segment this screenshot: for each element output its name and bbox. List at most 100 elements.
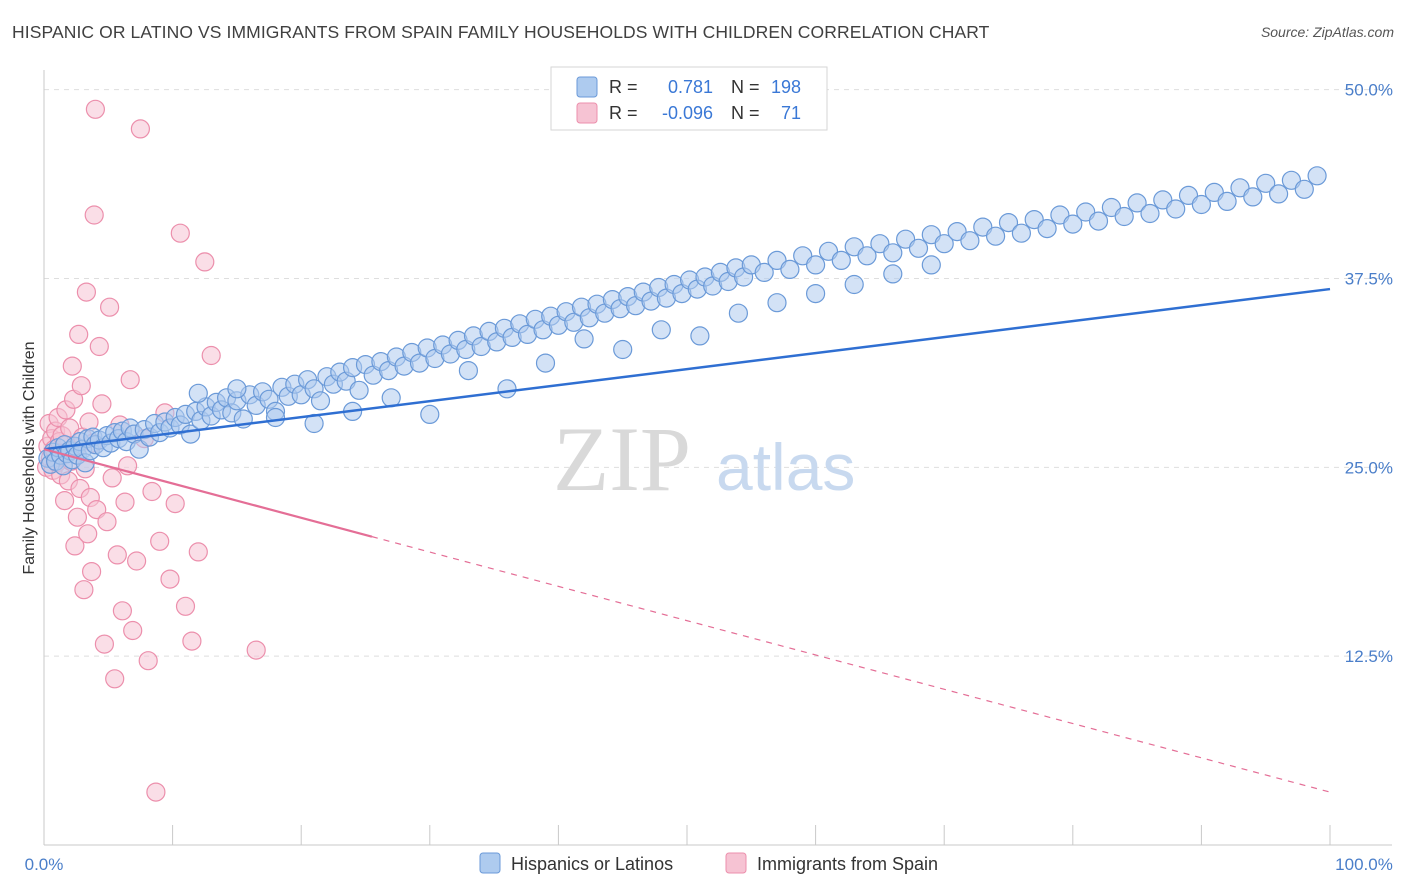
hispanics-point-180 bbox=[805, 284, 826, 304]
spain-point-69 bbox=[201, 345, 221, 366]
y-axis-title: Family Households with Children bbox=[21, 342, 38, 575]
hispanics-point-165 bbox=[227, 379, 247, 399]
spain-point-43 bbox=[97, 512, 117, 532]
hispanics-point-142 bbox=[1037, 219, 1057, 239]
hispanics-point-152 bbox=[1166, 199, 1186, 219]
hispanics-point-124 bbox=[805, 255, 826, 275]
spain-point-37 bbox=[84, 205, 104, 225]
hispanics-point-175 bbox=[613, 339, 633, 360]
spain-point-41 bbox=[92, 394, 112, 414]
trend-line-spain-dashed bbox=[371, 536, 1331, 793]
hispanics-point-163 bbox=[1307, 166, 1327, 186]
spain-point-66 bbox=[182, 631, 202, 651]
legend-swatch-blue bbox=[576, 76, 598, 98]
hispanics-point-162 bbox=[1294, 179, 1314, 199]
legend-n-label-2: N = bbox=[731, 103, 760, 123]
trend-lines bbox=[43, 287, 1331, 793]
spain-point-62 bbox=[160, 569, 180, 589]
hispanics-point-139 bbox=[998, 213, 1019, 233]
spain-point-38 bbox=[85, 99, 106, 119]
hispanics-point-122 bbox=[780, 259, 800, 279]
y-tick-label-3: 50.0% bbox=[1345, 81, 1393, 100]
spain-point-64 bbox=[170, 223, 190, 243]
hispanics-point-136 bbox=[960, 231, 980, 251]
spain-point-44 bbox=[99, 297, 120, 317]
y-tick-labels: 12.5% 25.0% 37.5% 50.0% bbox=[1345, 81, 1393, 667]
spain-point-29 bbox=[74, 580, 94, 600]
hispanics-point-132 bbox=[908, 238, 929, 258]
spain-point-58 bbox=[142, 481, 162, 502]
spain-point-42 bbox=[94, 634, 115, 654]
spain-point-60 bbox=[150, 531, 170, 551]
spain-point-59 bbox=[146, 782, 166, 802]
hispanics-point-158 bbox=[1243, 187, 1263, 207]
spain-point-53 bbox=[123, 620, 143, 641]
trend-line-hispanics bbox=[43, 287, 1331, 451]
y-tick-label-0: 12.5% bbox=[1345, 647, 1393, 666]
spain-point-14 bbox=[54, 491, 75, 511]
hispanics-point-173 bbox=[535, 353, 556, 373]
trend-line-spain-solid bbox=[43, 448, 373, 538]
spain-point-25 bbox=[69, 324, 89, 344]
hispanics-point-134 bbox=[934, 234, 954, 254]
source-label: Source: ZipAtlas.com bbox=[1260, 24, 1394, 40]
hispanics-point-160 bbox=[1268, 184, 1289, 204]
spain-point-47 bbox=[107, 545, 127, 565]
legend-n-value-2: 71 bbox=[781, 103, 801, 123]
hispanics-point-128 bbox=[857, 246, 877, 266]
correlation-legend: R = 0.781 N = 198 R = -0.096 N = 71 bbox=[550, 66, 828, 131]
hispanics-point-159 bbox=[1256, 173, 1276, 193]
hispanics-point-166 bbox=[265, 407, 286, 428]
legend-r-label-1: R = bbox=[609, 77, 638, 97]
watermark-atlas: atlas bbox=[716, 430, 855, 504]
spain-point-68 bbox=[195, 252, 215, 272]
hispanics-point-156 bbox=[1217, 191, 1237, 211]
hispanics-point-140 bbox=[1011, 223, 1032, 243]
hispanics-point-177 bbox=[690, 326, 710, 346]
bottom-legend-swatch-pink bbox=[725, 852, 747, 874]
series-immigrants-from-spain bbox=[36, 99, 266, 802]
hispanics-point-148 bbox=[1114, 206, 1134, 227]
series-hispanics-or-latinos bbox=[38, 166, 1327, 476]
x-tick-label-0: 0.0% bbox=[25, 855, 64, 874]
x-tick-label-100: 100.0% bbox=[1335, 855, 1393, 874]
spain-point-32 bbox=[78, 524, 98, 544]
hispanics-point-183 bbox=[921, 255, 941, 275]
spain-point-31 bbox=[76, 282, 97, 302]
hispanics-point-171 bbox=[458, 361, 478, 381]
hispanics-point-174 bbox=[574, 329, 594, 349]
hispanics-point-182 bbox=[883, 264, 903, 284]
hispanics-point-154 bbox=[1191, 194, 1212, 215]
spain-point-67 bbox=[188, 542, 208, 562]
legend-r-value-2: -0.096 bbox=[662, 103, 713, 123]
legend-n-label-1: N = bbox=[731, 77, 760, 97]
spain-point-40 bbox=[89, 336, 109, 357]
watermark: ZIP atlas bbox=[553, 408, 855, 510]
hispanics-point-138 bbox=[985, 226, 1006, 246]
hispanics-point-126 bbox=[831, 250, 851, 270]
hispanics-point-181 bbox=[844, 274, 864, 295]
spain-point-63 bbox=[165, 494, 185, 514]
hispanics-point-176 bbox=[651, 320, 671, 340]
spain-point-22 bbox=[65, 536, 85, 556]
legend-r-value-1: 0.781 bbox=[668, 77, 713, 97]
hispanics-point-164 bbox=[188, 383, 208, 403]
hispanics-point-146 bbox=[1088, 211, 1109, 231]
legend-r-label-2: R = bbox=[609, 103, 638, 123]
hispanics-point-172 bbox=[497, 379, 517, 399]
chart-title: HISPANIC OR LATINO VS IMMIGRANTS FROM SP… bbox=[12, 22, 990, 42]
spain-point-52 bbox=[120, 370, 140, 390]
spain-point-24 bbox=[67, 507, 88, 527]
hispanics-point-149 bbox=[1127, 193, 1147, 213]
y-tick-label-1: 25.0% bbox=[1345, 458, 1393, 477]
spain-point-35 bbox=[81, 561, 102, 582]
hispanics-point-170 bbox=[420, 404, 440, 424]
spain-point-27 bbox=[71, 376, 91, 396]
spain-point-57 bbox=[138, 651, 158, 671]
series-legend: Hispanics or Latinos Immigrants from Spa… bbox=[479, 852, 938, 874]
spain-point-49 bbox=[112, 601, 133, 621]
hispanics-point-68 bbox=[349, 380, 369, 400]
bottom-legend-label-hispanics: Hispanics or Latinos bbox=[511, 854, 673, 874]
hispanics-point-120 bbox=[754, 262, 774, 282]
